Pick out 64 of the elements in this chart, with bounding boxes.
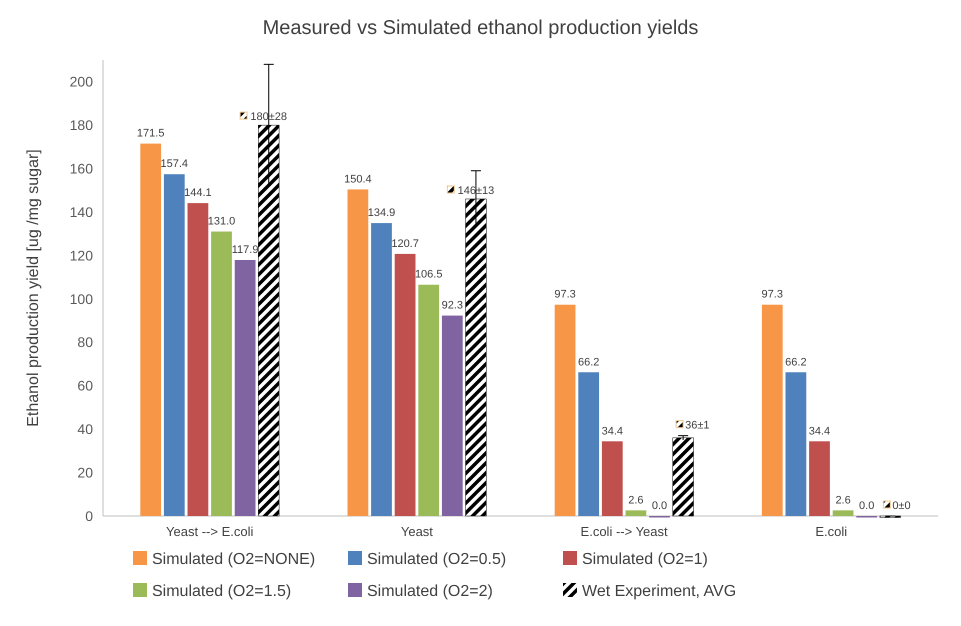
data-label: 34.4 (808, 425, 830, 438)
y-tick-label: 140 (70, 204, 94, 220)
data-label: 144.1 (184, 187, 212, 200)
data-label: 97.3 (762, 288, 783, 301)
bar (211, 232, 232, 516)
y-tick-label: 80 (77, 334, 94, 350)
bar (602, 441, 623, 516)
data-label: 66.2 (785, 356, 807, 368)
bar (626, 510, 646, 516)
bar (394, 254, 416, 516)
data-label: 171.5 (136, 128, 164, 140)
legend-label: Simulated (O2=NONE) (152, 551, 316, 568)
data-label: 0±0 (892, 500, 911, 512)
x-tick-label: Yeast --> E.coli (166, 524, 254, 539)
x-tick-label: E.coli (815, 524, 848, 539)
data-label: 66.2 (578, 356, 600, 368)
x-tick-label: E.coli --> Yeast (580, 524, 668, 539)
data-label: 157.4 (160, 158, 188, 170)
data-label: 0.0 (859, 500, 874, 512)
bar (347, 189, 368, 516)
data-label: 36±1 (685, 420, 710, 432)
y-tick-label: 100 (70, 290, 94, 307)
y-tick-label: 180 (70, 117, 94, 134)
data-label: 34.4 (602, 425, 624, 438)
y-tick-label: 160 (70, 160, 94, 176)
y-tick-label: 200 (70, 74, 94, 90)
data-label: 2.6 (628, 494, 644, 506)
bar (418, 284, 440, 516)
bar (762, 304, 783, 516)
y-tick-label: 60 (77, 378, 94, 394)
data-label: 117.9 (232, 244, 258, 256)
bar (832, 510, 854, 516)
legend-label: Simulated (O2=2) (367, 583, 493, 600)
data-label: 2.6 (835, 494, 851, 506)
y-tick-label: 0 (85, 508, 94, 524)
x-tick-label: Yeast (400, 524, 434, 539)
y-tick-label: 40 (77, 421, 94, 438)
bar (672, 438, 694, 516)
data-label: 131.0 (208, 216, 236, 228)
data-label: 97.3 (554, 288, 576, 301)
bar (554, 304, 576, 516)
bar (785, 372, 806, 516)
y-axis-title: Ethanol production yield [ug /mg sugar] (25, 149, 42, 427)
bar (578, 372, 600, 516)
bar (140, 144, 162, 516)
data-label: 106.5 (414, 268, 442, 281)
bar (164, 174, 185, 516)
data-label: 120.7 (391, 238, 419, 250)
bar (809, 441, 830, 516)
legend-label: Simulated (O2=1.5) (152, 583, 292, 600)
bar (234, 260, 256, 516)
y-tick-label: 120 (70, 247, 94, 264)
y-tick-label: 20 (77, 464, 94, 480)
legend-label: Simulated (O2=0.5) (367, 551, 506, 568)
bar (442, 316, 463, 516)
bar (188, 203, 208, 516)
data-label: 92.3 (442, 300, 464, 312)
legend-label: Simulated (O2=1) (582, 551, 708, 568)
data-label: 0.0 (652, 500, 668, 512)
legend-label: Wet Experiment, AVG (582, 583, 736, 600)
bar (371, 223, 392, 516)
chart-title: Measured vs Simulated ethanol production yields (262, 17, 698, 39)
data-label: 134.9 (368, 207, 396, 220)
data-label: 150.4 (344, 173, 372, 186)
